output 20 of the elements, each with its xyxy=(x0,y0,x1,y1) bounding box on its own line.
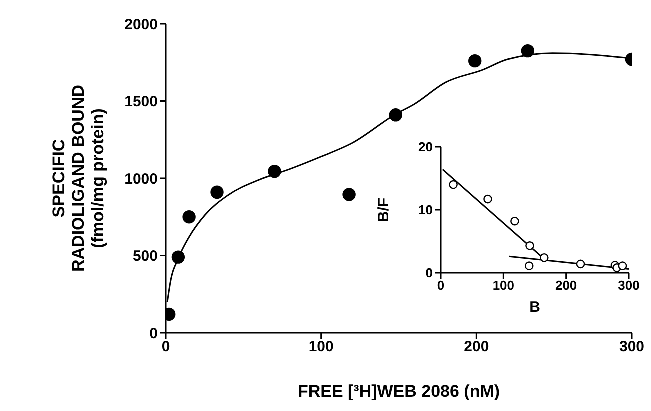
x-tick-label: 0 xyxy=(162,338,170,356)
y-axis-title: SPECIFIC RADIOLIGAND BOUND (fmol/mg protein) xyxy=(49,85,108,272)
x-tick-label: 200 xyxy=(464,338,490,356)
x-tick-label: 300 xyxy=(619,338,645,356)
y-tick-label: 0 xyxy=(150,325,158,342)
x-axis-title: B xyxy=(530,299,541,316)
y-tick-label: 1500 xyxy=(124,94,158,111)
x-tick-label: 300 xyxy=(618,278,640,294)
y-tick-label: 500 xyxy=(132,248,158,266)
x-tick-label: 200 xyxy=(555,278,578,294)
y-axis-title: B/F xyxy=(375,198,392,222)
y-tick-label: 0 xyxy=(426,266,433,281)
y-tick-label: 2000 xyxy=(124,16,158,34)
y-tick-label: 1000 xyxy=(124,170,158,188)
x-tick-label: 0 xyxy=(437,278,445,294)
x-axis-title: FREE [³H]WEB 2086 (nM) xyxy=(298,382,500,401)
y-tick-label: 20 xyxy=(418,140,433,155)
x-tick-label: 100 xyxy=(308,338,334,356)
x-tick-label: 100 xyxy=(492,278,515,294)
y-tick-label: 10 xyxy=(418,202,433,218)
